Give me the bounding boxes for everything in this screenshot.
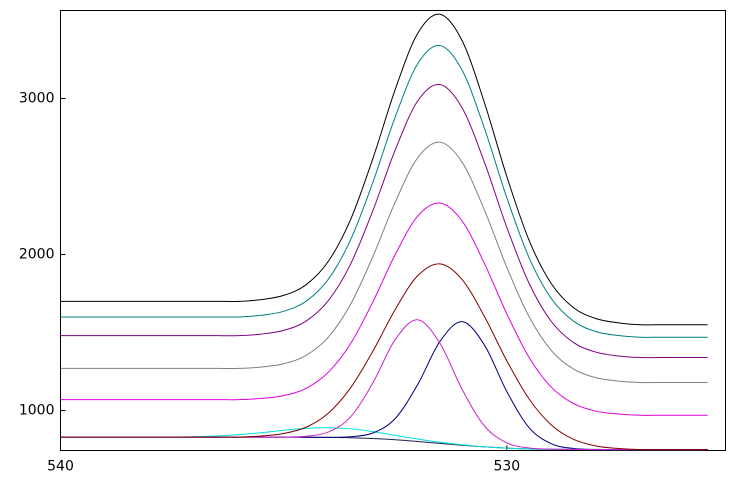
y-tick-label: 2000 — [19, 247, 55, 263]
y-tick-label: 1000 — [19, 403, 55, 419]
plot-frame — [60, 10, 726, 451]
fit-curve — [60, 202, 708, 416]
fit-curve — [60, 321, 708, 451]
fit-curve — [60, 13, 708, 326]
fit-curve — [60, 44, 708, 338]
fit-curve — [60, 263, 708, 451]
fit-curve — [60, 141, 708, 384]
x-tick-label: 540 — [47, 459, 74, 475]
fit-curve — [60, 83, 708, 359]
fit-curve — [60, 319, 708, 451]
y-tick-label: 3000 — [19, 91, 55, 107]
x-tick-label: 530 — [493, 459, 520, 475]
